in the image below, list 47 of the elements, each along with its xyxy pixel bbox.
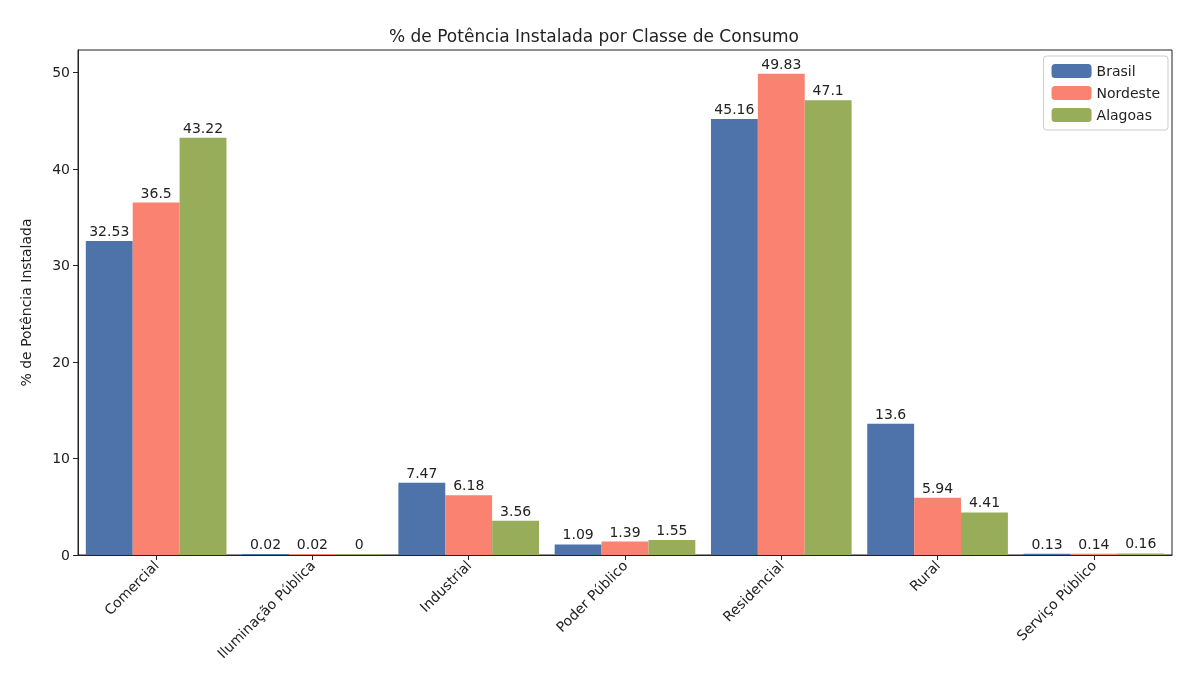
data-label: 4.41 <box>968 494 1001 511</box>
bar <box>398 482 446 555</box>
legend-label: Nordeste <box>1096 85 1161 101</box>
data-label: 7.47 <box>406 464 438 481</box>
legend-label: Brasil <box>1096 63 1136 79</box>
y-tick-label: 20 <box>52 353 70 370</box>
data-label: 0.02 <box>249 536 282 552</box>
y-tick-label: 40 <box>52 160 70 177</box>
y-tick-label: 30 <box>52 257 70 274</box>
bar <box>132 202 180 555</box>
data-label: 3.56 <box>500 502 532 519</box>
legend-label: Alagoas <box>1096 107 1152 123</box>
bar <box>757 73 805 555</box>
data-label: 1.39 <box>609 523 641 540</box>
bar <box>914 497 962 555</box>
y-tick-label: 10 <box>52 450 70 467</box>
data-label: 5.94 <box>921 479 954 496</box>
y-tick-label: 0 <box>61 547 70 563</box>
data-label: 45.16 <box>714 100 755 117</box>
bar <box>601 541 649 555</box>
chart-title: % de Potência Instalada por Classe de Consumo <box>389 25 799 46</box>
bar <box>445 495 493 555</box>
data-label: 32.53 <box>89 222 130 239</box>
bar <box>492 520 540 555</box>
data-label: 13.6 <box>875 405 907 422</box>
bar <box>648 540 696 555</box>
data-label: 47.1 <box>812 82 844 99</box>
data-label: 0.16 <box>1125 535 1157 552</box>
bar <box>961 512 1008 555</box>
data-label: 36.5 <box>140 184 172 201</box>
data-label: 0 <box>354 536 364 552</box>
bar <box>179 137 227 555</box>
data-label: 1.55 <box>656 522 688 539</box>
data-label: 43.22 <box>182 119 224 136</box>
data-label: 0.14 <box>1078 535 1110 552</box>
bar <box>867 423 915 555</box>
y-tick-label: 50 <box>52 64 70 81</box>
data-label: 6.18 <box>453 477 485 494</box>
bar <box>804 100 852 555</box>
data-label: 1.09 <box>562 526 594 543</box>
data-label: 49.83 <box>761 55 802 72</box>
bar <box>554 544 602 555</box>
y-axis-title: % de Potência Instalada <box>18 218 34 387</box>
data-label: 0.13 <box>1031 535 1063 552</box>
bar <box>85 240 133 555</box>
data-label: 0.02 <box>296 536 329 552</box>
bar <box>710 118 758 555</box>
